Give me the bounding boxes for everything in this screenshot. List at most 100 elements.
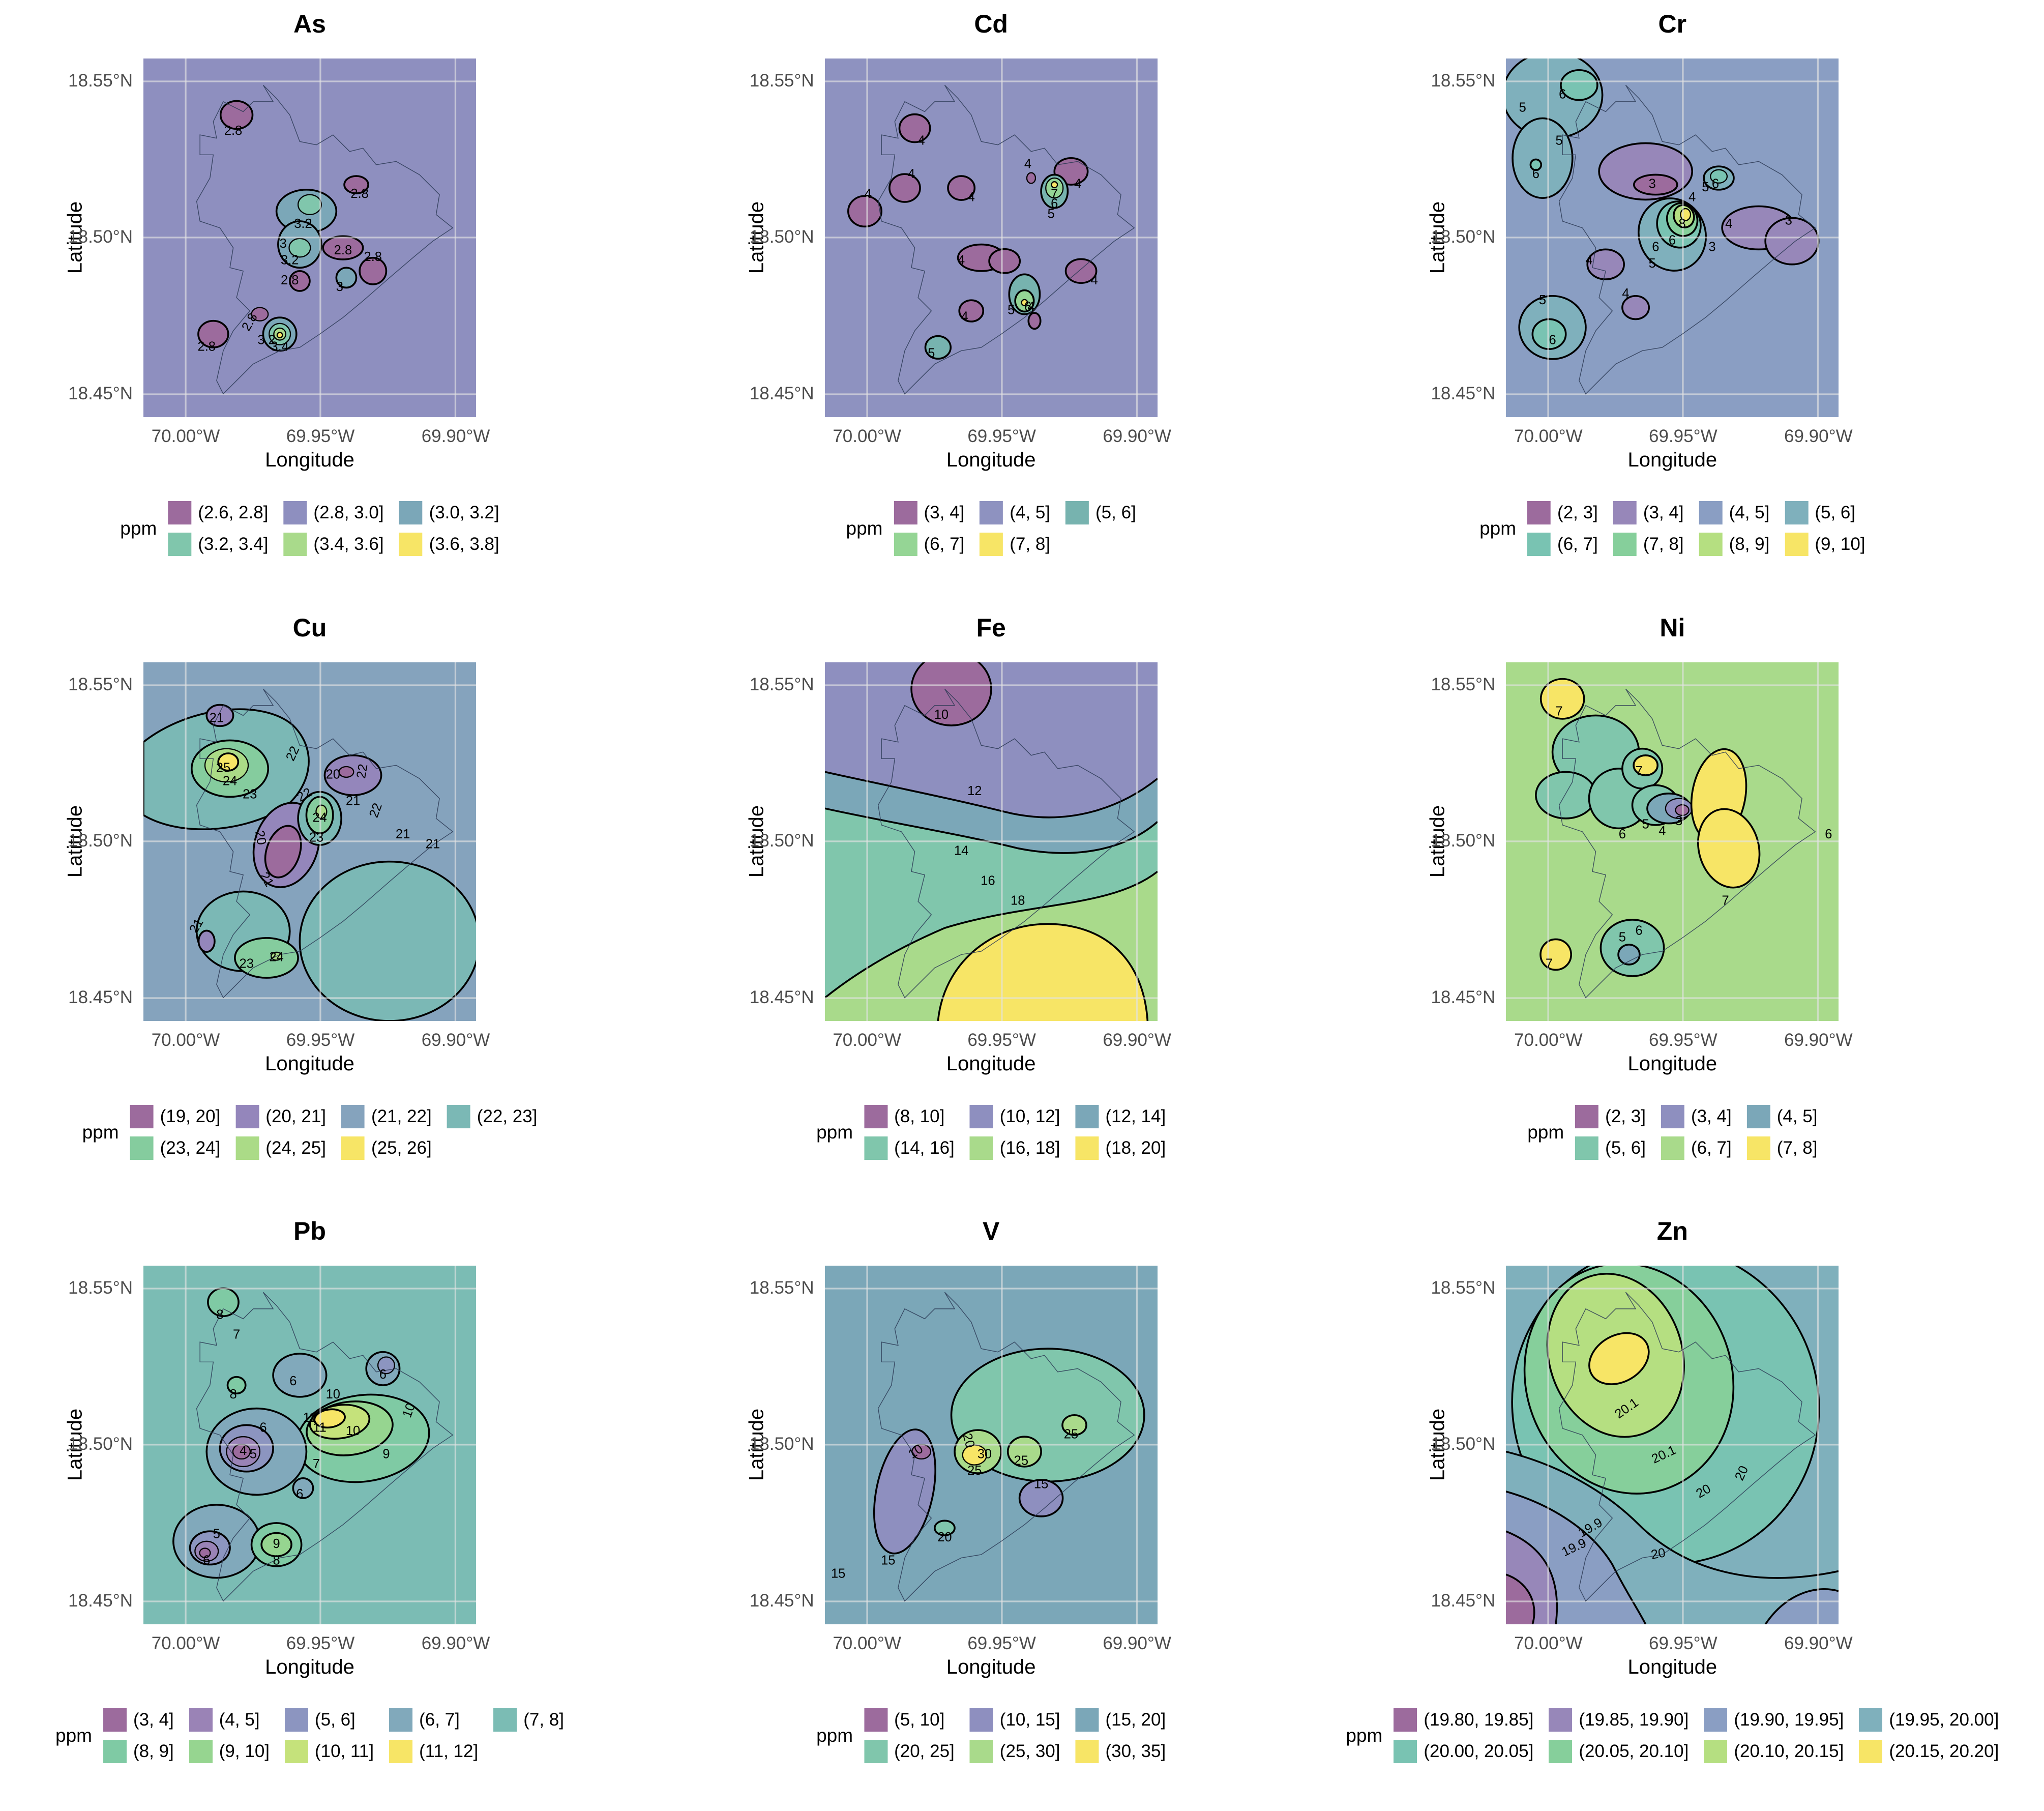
legend-swatch xyxy=(1075,1708,1099,1732)
x-tick-label: 69.95°W xyxy=(286,1030,355,1050)
legend-swatch xyxy=(1704,1708,1728,1732)
legend-item: (19.90, 19.95] xyxy=(1704,1708,1844,1732)
legend-item: (3, 4] xyxy=(894,501,964,524)
legend-bin-label: (8, 9] xyxy=(1729,534,1770,554)
legend-swatch xyxy=(1527,533,1551,556)
x-axis-title: Longitude xyxy=(1627,1052,1717,1075)
contour-label: 11 xyxy=(313,1421,326,1435)
contour-label: 14 xyxy=(954,843,968,858)
contour-label: 7 xyxy=(1636,764,1643,778)
legend-bin-label: (19, 20] xyxy=(160,1106,221,1126)
legend-item: (14, 16] xyxy=(864,1136,955,1160)
legend-swatch xyxy=(1699,501,1723,524)
y-tick-label: 18.45°N xyxy=(749,1591,814,1611)
legend-bin-label: (4, 5] xyxy=(1729,503,1770,522)
legend-bin-label: (5, 10] xyxy=(894,1710,945,1730)
legend-item: (5, 6] xyxy=(1785,501,1855,524)
contour-label: 25 xyxy=(967,1464,982,1478)
legend-item: (2.6, 2.8] xyxy=(168,501,268,524)
legend-bin-label: (6, 7] xyxy=(419,1710,460,1730)
legend-bin-label: (3, 4] xyxy=(1643,503,1684,522)
contour-label: 3 xyxy=(1675,814,1682,828)
legend-item: (2.8, 3.0] xyxy=(283,501,384,524)
x-tick-label: 70.00°W xyxy=(1514,1030,1583,1050)
contour-label: 6 xyxy=(259,1421,266,1435)
legend-title: ppm xyxy=(55,1725,93,1746)
contour-panel-fe: Fe Latitude 10 12 14 16 18 Longitude ppm (8,… xyxy=(682,604,1362,1207)
contour-label: 3 xyxy=(336,280,343,294)
y-tick-label: 18.55°N xyxy=(1431,71,1496,91)
contour-panel-cu: Cu Latitude 21 22 23 25 24 20 21 22 22 21 21 20 21 24… xyxy=(0,604,681,1207)
x-tick-label: 70.00°W xyxy=(833,1030,901,1050)
contour-label: 3 xyxy=(1649,177,1656,191)
legend-swatch xyxy=(389,1708,413,1732)
contour-label: 6 xyxy=(1619,827,1626,841)
legend-swatch xyxy=(1746,1104,1770,1128)
contour-label: 6 xyxy=(1024,300,1031,314)
contour-label: 8 xyxy=(216,1308,223,1322)
contour-label: 15 xyxy=(1034,1477,1048,1492)
x-axis-title: Longitude xyxy=(1627,1656,1717,1679)
contour-label: 4 xyxy=(865,187,872,201)
legend-swatch xyxy=(493,1708,517,1732)
contour-label: 20 xyxy=(252,829,269,846)
contour-label: 2.8 xyxy=(334,243,352,257)
x-tick-label: 69.90°W xyxy=(1784,1633,1853,1654)
legend-swatch xyxy=(1075,1740,1099,1764)
legend: ppm (8, 10] (10, 12] (12, 14] (14, 16] (16, … xyxy=(816,1104,1166,1160)
legend-bin-label: (19.90, 19.95] xyxy=(1734,1710,1844,1730)
contour-label: 21 xyxy=(396,827,410,841)
legend-item: (20.15, 20.20] xyxy=(1859,1740,1999,1764)
contour-label: 4 xyxy=(967,190,974,205)
legend-rows: (2, 3] (3, 4] (4, 5] (5, 6] (6, 7] (7, 8] (8, … xyxy=(1527,501,1865,556)
contour-label: 6 xyxy=(296,1487,303,1501)
contour-label: 7 xyxy=(1722,893,1729,908)
legend-bin-label: (19.85, 19.90] xyxy=(1579,1710,1689,1730)
legend-item: (4, 5] xyxy=(1746,1104,1817,1128)
legend-item: (15, 20] xyxy=(1075,1708,1166,1732)
contour-label: 23 xyxy=(309,830,323,844)
contour-label: 4 xyxy=(961,310,968,324)
legend-swatch xyxy=(1785,501,1809,524)
contour-label: 7 xyxy=(1556,704,1563,718)
legend: ppm (5, 10] (10, 15] (15, 20] (20, 25] (25, … xyxy=(816,1708,1166,1764)
y-tick-label: 18.45°N xyxy=(68,1591,133,1611)
legend-item: (4, 5] xyxy=(1699,501,1770,524)
legend-swatch xyxy=(1527,501,1551,524)
contour-label: 21 xyxy=(210,711,224,725)
x-tick-label: 69.95°W xyxy=(1649,1030,1717,1050)
legend-item: (20.10, 20.15] xyxy=(1704,1740,1844,1764)
legend-swatch xyxy=(980,501,1003,524)
legend-item: (12, 14] xyxy=(1075,1104,1166,1128)
legend-swatch xyxy=(399,501,423,524)
legend-swatch xyxy=(864,1136,888,1160)
legend: ppm (19, 20] (20, 21] (21, 22] (22, 23] (23,… xyxy=(82,1104,537,1160)
contour-label: 5 xyxy=(1008,303,1015,317)
contour-label: 20 xyxy=(937,1530,952,1544)
contour-label: 4 xyxy=(1659,824,1666,838)
contour-label: 6 xyxy=(1532,167,1539,181)
y-tick-label: 18.50°N xyxy=(68,227,133,247)
legend-bin-label: (7, 8] xyxy=(1010,534,1051,554)
x-tick-label: 69.95°W xyxy=(967,1030,1036,1050)
legend-bin-label: (25, 26] xyxy=(371,1137,432,1158)
legend-bin-label: (4, 5] xyxy=(1010,503,1051,522)
contour-label: 5 xyxy=(1539,293,1546,307)
contour-panel-zn: Zn Latitude 20.1 20.1 20 20 20 19.9 19.9 Longi… xyxy=(1346,1207,2043,1810)
legend-bin-label: (7, 8] xyxy=(1643,534,1684,554)
x-tick-label: 69.95°W xyxy=(1649,1633,1717,1654)
x-axis-title: Longitude xyxy=(265,449,354,471)
legend-item: (3, 4] xyxy=(1613,501,1684,524)
x-axis-title: Longitude xyxy=(946,1656,1036,1679)
legend-swatch xyxy=(1575,1104,1599,1128)
legend-swatch xyxy=(1575,1136,1599,1160)
contour-label: 8 xyxy=(1679,217,1686,231)
panel-title: V xyxy=(982,1217,1000,1246)
legend: ppm (2, 3] (3, 4] (4, 5] (5, 6] (6, 7] (7, 8]… xyxy=(1479,501,1865,556)
legend-swatch xyxy=(189,1708,213,1732)
legend-item: (6, 7] xyxy=(389,1708,460,1732)
contour-label: 15 xyxy=(831,1567,845,1581)
